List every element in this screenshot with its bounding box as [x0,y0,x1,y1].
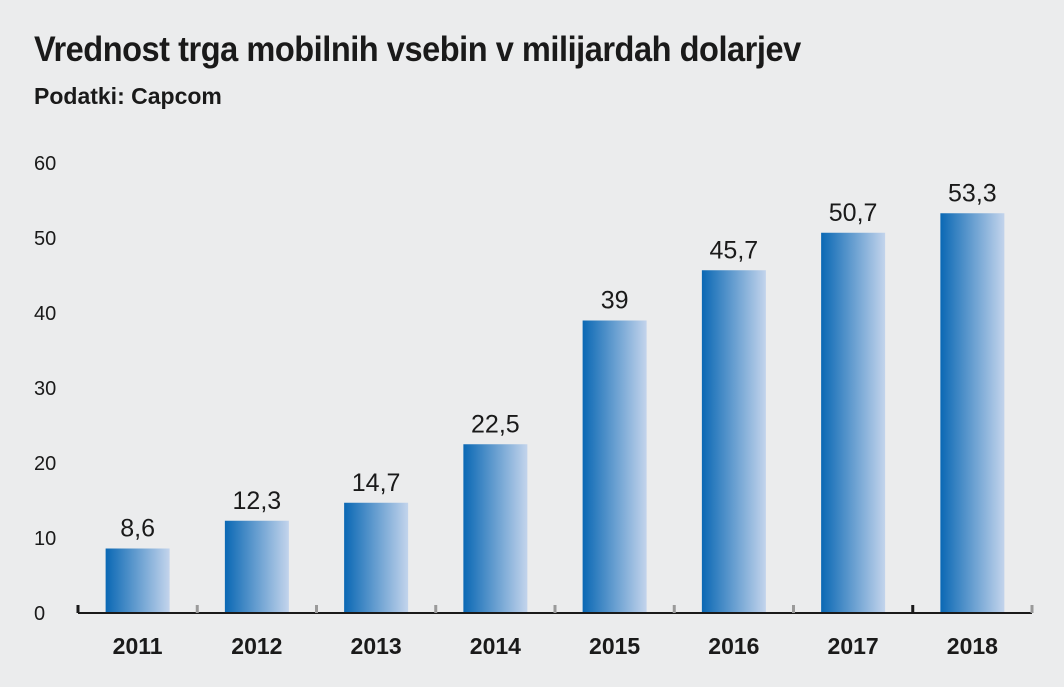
bar [940,213,1005,613]
data-label: 39 [601,287,629,315]
data-label: 50,7 [829,199,878,227]
chart-title: Vrednost trga mobilnih vsebin v milijard… [34,30,801,69]
y-tick-label: 0 [34,603,45,625]
bar [344,502,409,613]
x-tick-label: 2012 [231,633,282,659]
data-label: 12,3 [233,487,282,515]
x-tick-label: 2016 [708,633,759,659]
x-axis: 2011 2012 2013 2014 2015 2016 2017 2018 [76,605,1034,659]
y-tick-label: 60 [34,153,56,175]
bar [105,548,170,613]
data-label: 14,7 [352,469,401,497]
data-label: 53,3 [948,179,997,207]
data-label: 45,7 [710,236,759,264]
x-tick-label: 2018 [947,633,998,659]
y-tick-label: 40 [34,303,56,325]
bars: 8,6 12,3 14,7 22,5 39 45,7 50,7 53,3 [105,179,1005,613]
x-tick-label: 2017 [828,633,879,659]
data-label: 8,6 [120,515,155,543]
y-tick-label: 20 [34,453,56,475]
x-tick-label: 2014 [470,633,521,659]
chart-subtitle: Podatki: Capcom [34,83,222,109]
y-tick-label: 50 [34,228,56,250]
bar [463,444,528,613]
bar [821,232,886,613]
y-tick-label: 30 [34,378,56,400]
x-tick-label: 2013 [351,633,402,659]
x-tick-label: 2011 [113,633,163,659]
x-tick-label: 2015 [589,633,640,659]
y-axis: 0 10 20 30 40 50 60 [34,153,56,625]
data-label: 22,5 [471,410,520,438]
bar [224,520,289,613]
bar [701,270,766,613]
bar [582,320,647,613]
y-tick-label: 10 [34,528,56,550]
